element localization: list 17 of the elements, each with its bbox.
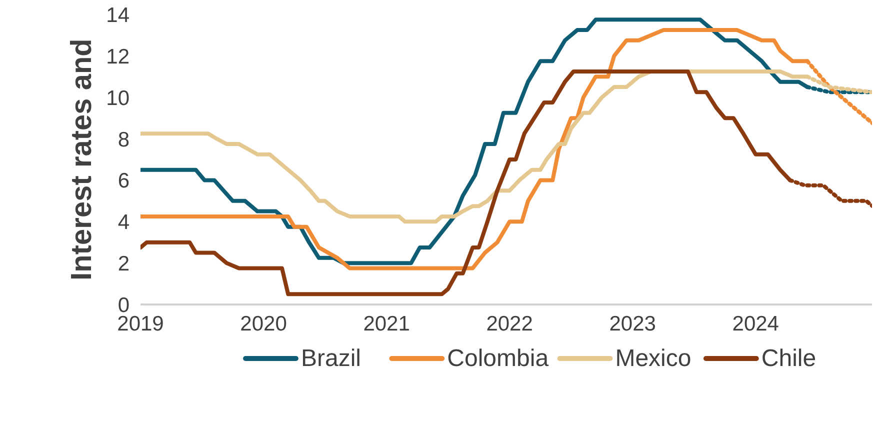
x-tick-label: 2021 [363,312,410,336]
y-tick-label: 10 [106,86,130,110]
x-tick-label: 2020 [240,312,287,336]
legend-label: Chile [761,345,816,372]
x-tick-label: 2023 [609,312,656,336]
y-tick-label: 8 [118,128,130,152]
y-axis-title: Interest rates and [66,38,98,280]
x-tick-label: 2022 [486,312,533,336]
y-tick-label: 4 [118,211,130,234]
legend-label: Brazil [300,345,361,372]
y-tick-label: 6 [118,170,130,193]
x-tick-label: 2024 [732,312,780,336]
legend-label: Mexico [615,345,692,372]
legend-label: Colombia [447,345,550,372]
y-tick-label: 2 [118,252,130,276]
y-tick-label: 14 [106,4,130,27]
y-tick-label: 12 [106,45,130,68]
